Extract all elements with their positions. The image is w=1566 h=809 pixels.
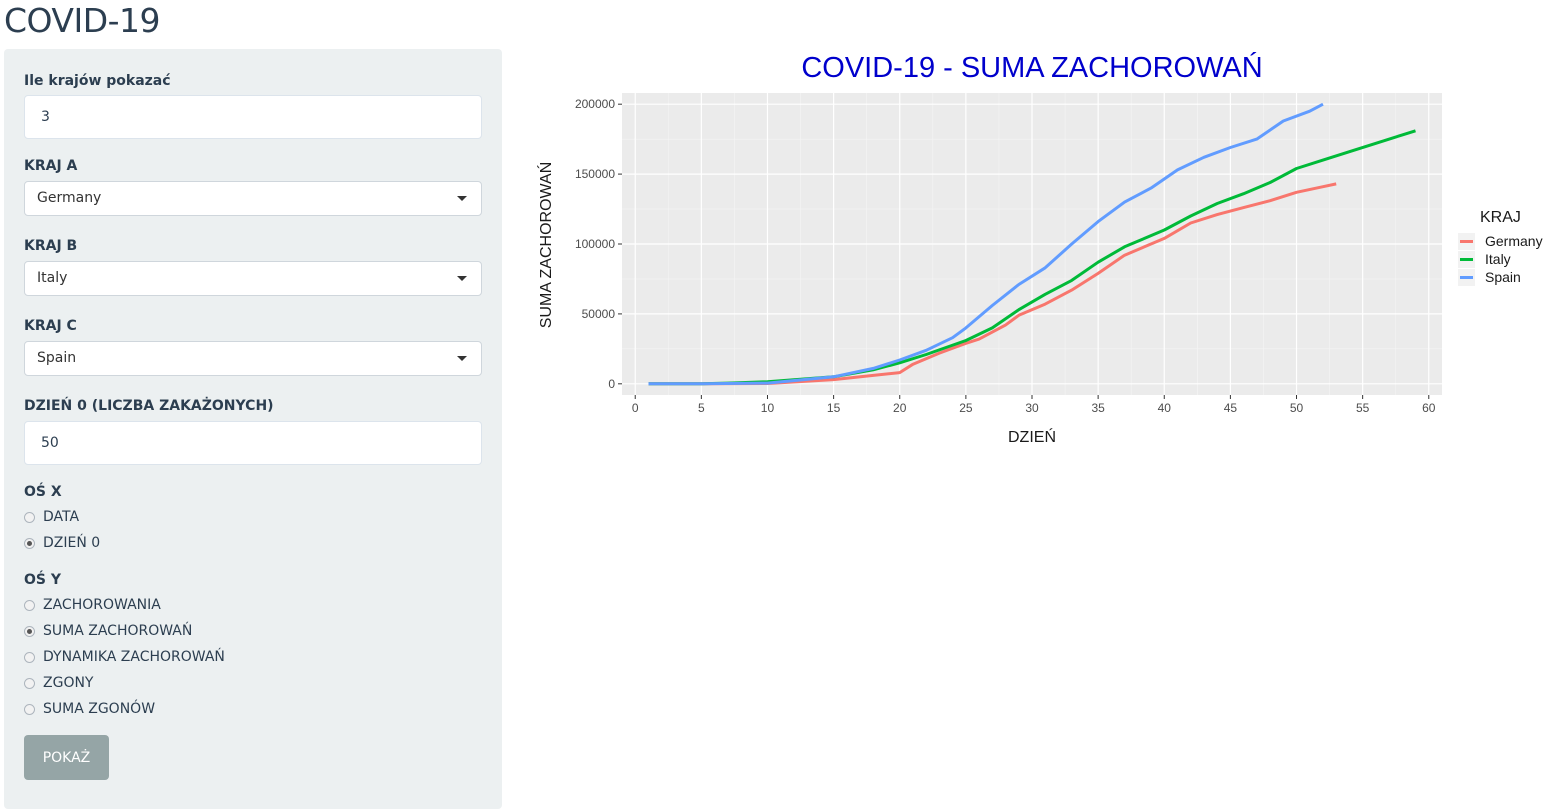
show-button[interactable]: POKAŻ	[24, 735, 109, 780]
x-tick-label: 60	[1422, 401, 1436, 415]
x-tick-label: 10	[761, 401, 775, 415]
chart-container: COVID-19 - SUMA ZACHOROWAŃ 0 5 10 15 20 25 30 3…	[520, 40, 1566, 460]
y-axis-label: OŚ Y	[24, 572, 61, 588]
legend-label-italy: Italy	[1485, 251, 1511, 267]
radio-button[interactable]	[24, 677, 35, 689]
radio-label: ZACHOROWANIA	[43, 597, 161, 613]
country-b-select[interactable]: Italy	[24, 261, 482, 296]
y-axis-option-total-deaths[interactable]: SUMA ZGONÓW	[24, 699, 155, 719]
x-axis-title: DZIEŃ	[1008, 427, 1056, 446]
radio-button[interactable]	[24, 703, 35, 715]
y-axis-option-cases[interactable]: ZACHOROWANIA	[24, 595, 161, 615]
radio-label: DZIEŃ 0	[43, 535, 101, 551]
x-axis-label: OŚ X	[24, 484, 62, 500]
radio-button[interactable]	[24, 651, 35, 663]
y-axis-option-deaths[interactable]: ZGONY	[24, 673, 93, 693]
y-tick-label: 0	[608, 377, 615, 391]
y-axis-option-dynamics[interactable]: DYNAMIKA ZACHOROWAŃ	[24, 647, 225, 667]
country-c-value: Spain	[37, 350, 77, 366]
country-a-select[interactable]: Germany	[24, 181, 482, 216]
radio-label: DYNAMIKA ZACHOROWAŃ	[43, 649, 225, 665]
x-tick-label: 50	[1290, 401, 1304, 415]
line-chart: COVID-19 - SUMA ZACHOROWAŃ 0 5 10 15 20 25 30 3…	[536, 51, 1543, 446]
country-a-value: Germany	[37, 190, 102, 206]
country-a-label: KRAJ A	[24, 158, 78, 174]
radio-button[interactable]	[24, 511, 35, 523]
country-count-input[interactable]	[24, 95, 482, 139]
series-line-germany	[648, 182, 1337, 386]
radio-label: SUMA ZACHOROWAŃ	[43, 623, 193, 639]
country-b-value: Italy	[37, 270, 68, 286]
country-c-label: KRAJ C	[24, 318, 77, 334]
day0-label: DZIEŃ 0 (LICZBA ZAKAŻONYCH)	[24, 398, 274, 414]
chevron-down-icon	[457, 196, 467, 201]
app-title: COVID-19	[4, 1, 161, 40]
x-axis-option-day0[interactable]: DZIEŃ 0	[24, 533, 100, 553]
x-axis-option-date[interactable]: DATA	[24, 507, 79, 527]
y-tick-label: 50000	[582, 307, 616, 321]
radio-label: DATA	[43, 509, 80, 525]
y-tick-label: 100000	[575, 237, 615, 251]
country-b-label: KRAJ B	[24, 238, 78, 254]
radio-label: ZGONY	[43, 675, 94, 691]
radio-button[interactable]	[24, 599, 35, 611]
x-tick-label: 30	[1025, 401, 1039, 415]
y-axis-title: SUMA ZACHOROWAŃ	[536, 162, 555, 329]
x-tick-label: 25	[959, 401, 973, 415]
day0-input[interactable]	[24, 421, 482, 465]
x-tick-label: 35	[1091, 401, 1105, 415]
y-axis-option-total-cases[interactable]: SUMA ZACHOROWAŃ	[24, 621, 192, 641]
x-tick-label: 45	[1224, 401, 1238, 415]
x-tick-label: 0	[632, 401, 639, 415]
radio-label: SUMA ZGONÓW	[43, 701, 156, 717]
y-tick-label: 150000	[575, 167, 615, 181]
series-line-spain	[648, 102, 1324, 386]
x-tick-label: 20	[893, 401, 907, 415]
radio-button[interactable]	[24, 537, 35, 549]
legend-label-germany: Germany	[1485, 233, 1543, 249]
x-tick-label: 5	[698, 401, 705, 415]
chevron-down-icon	[457, 276, 467, 281]
x-tick-label: 15	[827, 401, 841, 415]
legend-title: KRAJ	[1480, 209, 1521, 226]
sidebar-panel: Ile krajów pokazać KRAJ A Germany KRAJ B…	[4, 49, 502, 809]
legend-label-spain: Spain	[1485, 269, 1521, 285]
chart-title: COVID-19 - SUMA ZACHOROWAŃ	[801, 51, 1262, 84]
country-count-label: Ile krajów pokazać	[24, 73, 171, 89]
chevron-down-icon	[457, 356, 467, 361]
x-tick-label: 55	[1356, 401, 1370, 415]
x-tick-label: 40	[1158, 401, 1172, 415]
y-tick-label: 200000	[575, 97, 615, 111]
radio-button[interactable]	[24, 625, 35, 637]
country-c-select[interactable]: Spain	[24, 341, 482, 376]
